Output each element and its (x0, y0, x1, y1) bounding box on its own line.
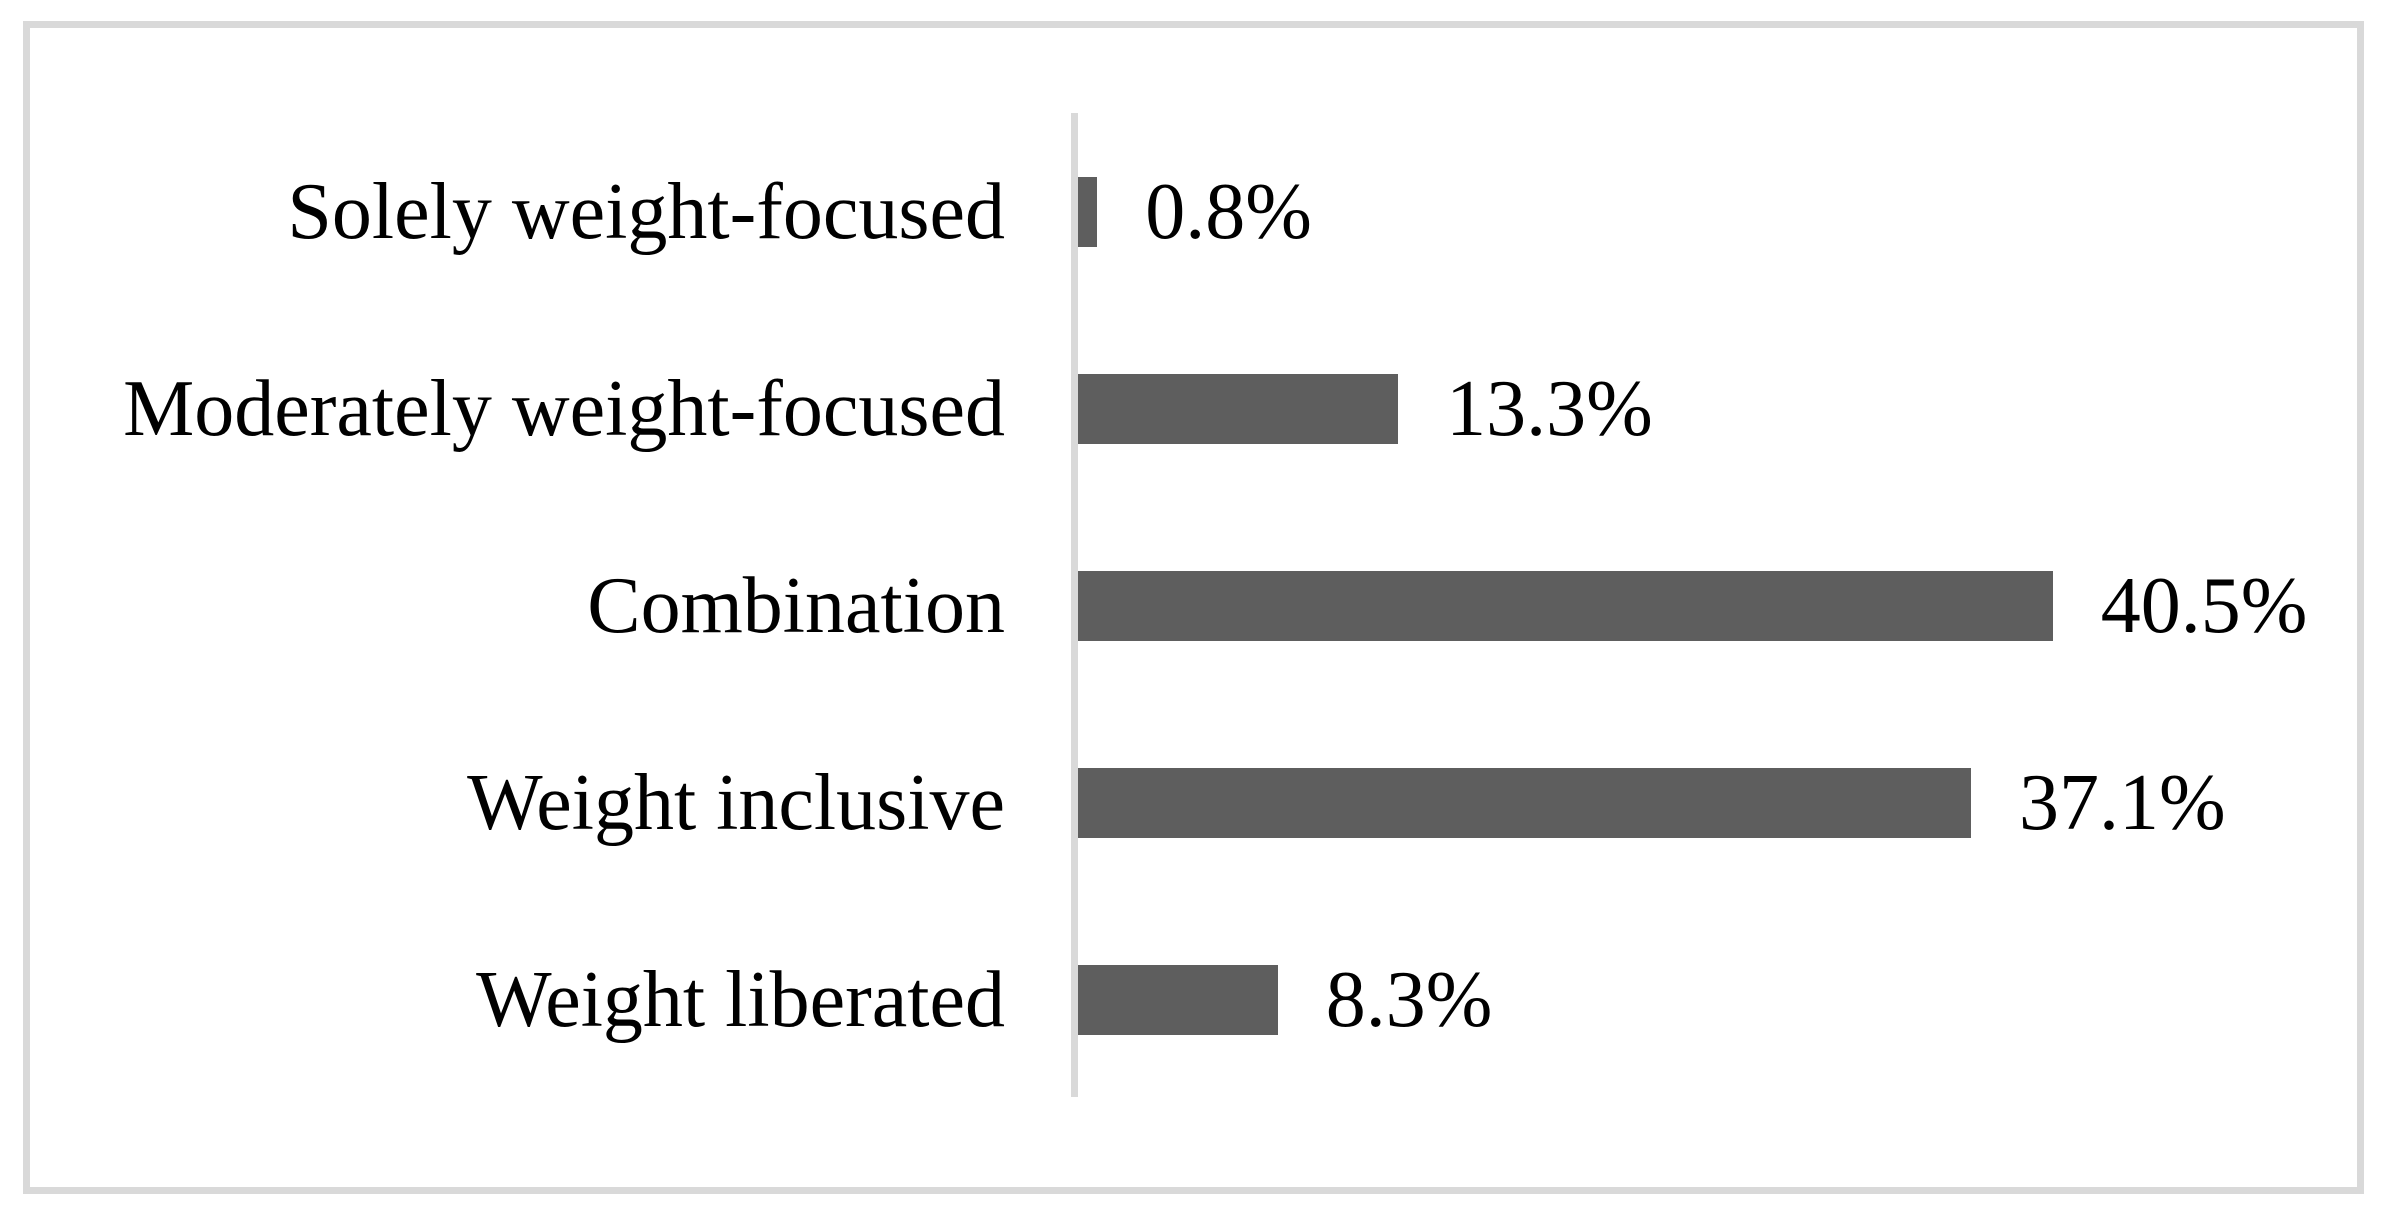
bar-chart: Solely weight-focused 0.8% Moderately we… (0, 113, 2404, 1099)
bar (1078, 570, 2053, 641)
value-label: 0.8% (1145, 167, 1312, 256)
category-label: Combination (587, 561, 1005, 650)
bar-track: 13.3% (1078, 369, 1653, 449)
value-label: 8.3% (1325, 956, 1493, 1045)
bar-row: Weight liberated 8.3% (0, 902, 2404, 1099)
category-label: Weight liberated (476, 956, 1005, 1045)
bar (1078, 965, 1278, 1036)
value-label: 37.1% (2019, 759, 2226, 848)
bar-track: 8.3% (1078, 960, 1492, 1040)
bar (1078, 768, 1971, 839)
category-label: Solely weight-focused (287, 167, 1005, 256)
value-label: 13.3% (1446, 364, 1653, 453)
category-label: Moderately weight-focused (123, 364, 1005, 453)
category-label: Weight inclusive (467, 759, 1005, 848)
bar-track: 37.1% (1078, 763, 2226, 843)
bar (1078, 373, 1399, 444)
bar-row: Weight inclusive 37.1% (0, 705, 2404, 902)
value-label: 40.5% (2100, 561, 2308, 650)
bar-row: Moderately weight-focused 13.3% (0, 310, 2404, 507)
bar-row: Solely weight-focused 0.8% (0, 113, 2404, 310)
bar-track: 0.8% (1078, 172, 1312, 252)
bar-track: 40.5% (1078, 566, 2307, 646)
bar (1078, 176, 1098, 247)
y-axis-line (1071, 113, 1078, 1097)
bar-row: Combination 40.5% (0, 507, 2404, 704)
